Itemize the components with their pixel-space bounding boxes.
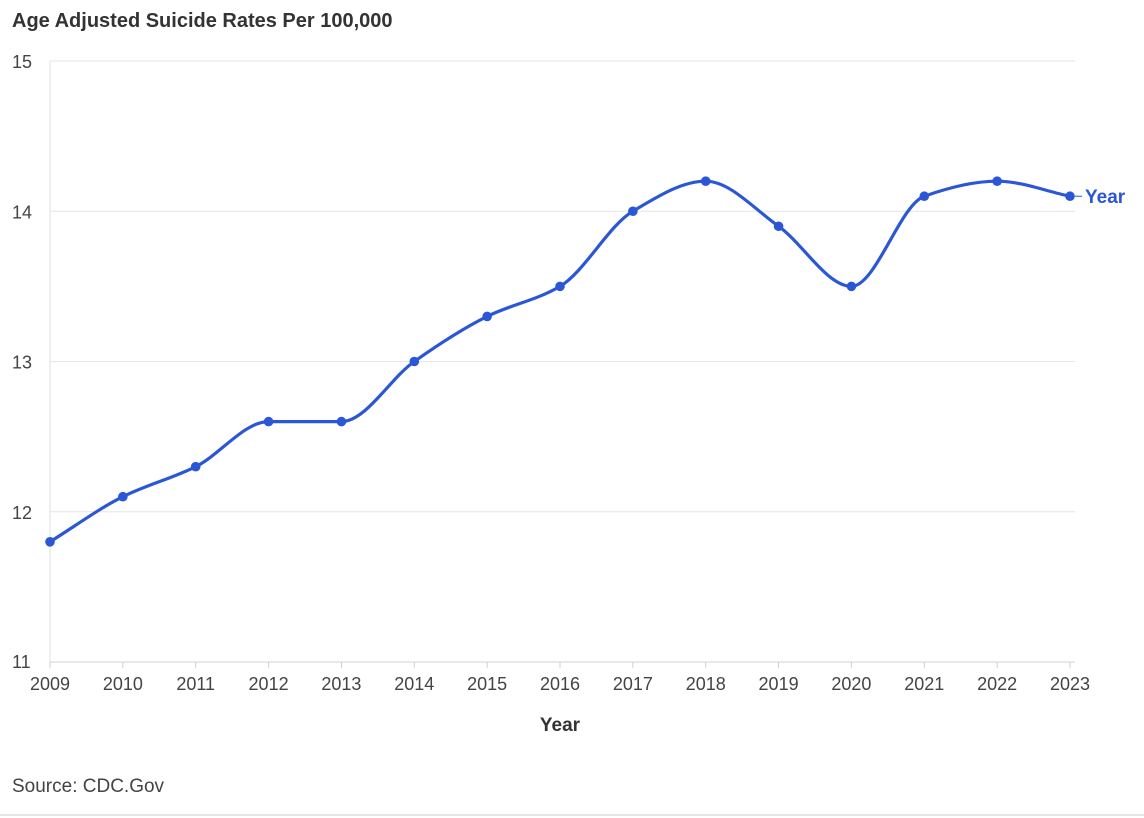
- data-point-2017[interactable]: [628, 206, 638, 217]
- data-point-2019[interactable]: [773, 221, 784, 232]
- y-tick-label-11: 11: [12, 652, 31, 672]
- data-point-2011[interactable]: [190, 461, 201, 472]
- data-point-2012[interactable]: [263, 416, 274, 427]
- series-line-0: [48, 179, 1072, 544]
- y-tick-label-14: 14: [12, 202, 32, 222]
- data-point-2023[interactable]: [1065, 191, 1075, 202]
- x-tick-label-2015: 2015: [467, 674, 507, 694]
- x-tick-label-2017: 2017: [613, 674, 653, 694]
- x-tick-label-2022: 2022: [977, 674, 1017, 694]
- chart-title: Age Adjusted Suicide Rates Per 100,000: [12, 10, 393, 32]
- x-tick-label-2020: 2020: [831, 674, 871, 694]
- x-axis-title: Year: [540, 715, 581, 736]
- data-point-2020[interactable]: [846, 281, 857, 292]
- bottom-divider: [0, 814, 1144, 816]
- data-point-2022[interactable]: [992, 176, 1002, 186]
- data-point-2021[interactable]: [919, 191, 930, 202]
- y-tick-labels: 11 12 13 14 15: [12, 52, 32, 672]
- x-tick-label-2011: 2011: [176, 674, 215, 694]
- data-point-2013[interactable]: [336, 416, 347, 427]
- x-tick-label-2013: 2013: [321, 674, 361, 694]
- x-tick-label-2019: 2019: [759, 674, 799, 694]
- y-tick-label-12: 12: [12, 503, 32, 523]
- axes: [49, 61, 1075, 663]
- x-tick-label-2012: 2012: [249, 674, 289, 694]
- x-tick-label-2021: 2021: [904, 674, 944, 694]
- y-tick-label-15: 15: [12, 52, 32, 72]
- x-tick-label-2009: 2009: [30, 674, 70, 694]
- series-label: Year: [1085, 187, 1126, 208]
- x-tick-label-2023: 2023: [1050, 674, 1090, 694]
- y-tick-label-13: 13: [12, 353, 32, 373]
- x-tick-label-2014: 2014: [394, 674, 434, 694]
- x-tick-labels: 2009 2010 2011 2012 2013 2014 2015 2016 2017 2018…: [30, 662, 1090, 694]
- data-point-2016[interactable]: [555, 281, 565, 292]
- source-note: Source: CDC.Gov: [12, 776, 165, 797]
- data-point-2009[interactable]: [45, 537, 55, 547]
- x-tick-label-2018: 2018: [686, 674, 726, 694]
- gridlines: [50, 60, 1075, 513]
- series-layer: Year: [45, 176, 1126, 547]
- data-point-2010[interactable]: [118, 491, 128, 502]
- data-point-2015[interactable]: [482, 311, 492, 322]
- data-point-2014[interactable]: [409, 356, 420, 367]
- x-tick-label-2016: 2016: [540, 674, 580, 694]
- data-point-2018[interactable]: [700, 176, 711, 186]
- x-tick-label-2010: 2010: [103, 674, 143, 694]
